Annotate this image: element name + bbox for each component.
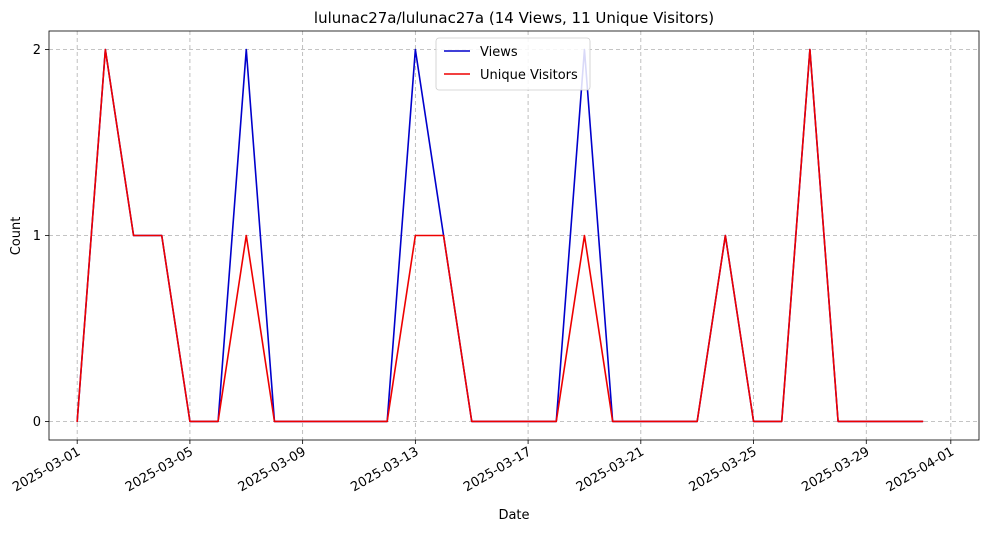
x-tick-label: 2025-03-13 — [348, 444, 421, 495]
series-lines — [76, 48, 924, 423]
y-axis-label: Count — [9, 217, 24, 256]
x-tick-label: 2025-03-29 — [799, 444, 872, 495]
legend: Views Unique Visitors — [435, 37, 591, 91]
y-axis-ticks: 0 1 2 — [33, 43, 49, 430]
y-tick-label: 0 — [33, 415, 41, 430]
grid — [49, 31, 979, 440]
x-tick-label: 2025-04-01 — [884, 444, 957, 495]
x-tick-label: 2025-03-01 — [10, 444, 83, 495]
y-tick-label: 2 — [33, 43, 41, 58]
legend-label-unique-visitors: Unique Visitors — [480, 68, 578, 83]
x-tick-label: 2025-03-21 — [574, 444, 647, 495]
y-tick-label: 1 — [33, 229, 41, 244]
series-line-unique-visitors — [76, 48, 924, 423]
x-tick-label: 2025-03-05 — [123, 444, 196, 495]
x-tick-label: 2025-03-17 — [461, 444, 534, 495]
x-axis-ticks: 2025-03-01 2025-03-05 2025-03-09 2025-03-13… — [10, 440, 957, 495]
chart-title: lulunac27a/lulunac27a (14 Views, 11 Uniq… — [314, 9, 714, 27]
x-tick-label: 2025-03-09 — [236, 444, 309, 495]
x-axis-label: Date — [498, 508, 529, 523]
x-tick-label: 2025-03-25 — [687, 444, 760, 495]
legend-frame — [435, 37, 591, 91]
legend-label-views: Views — [480, 45, 518, 60]
